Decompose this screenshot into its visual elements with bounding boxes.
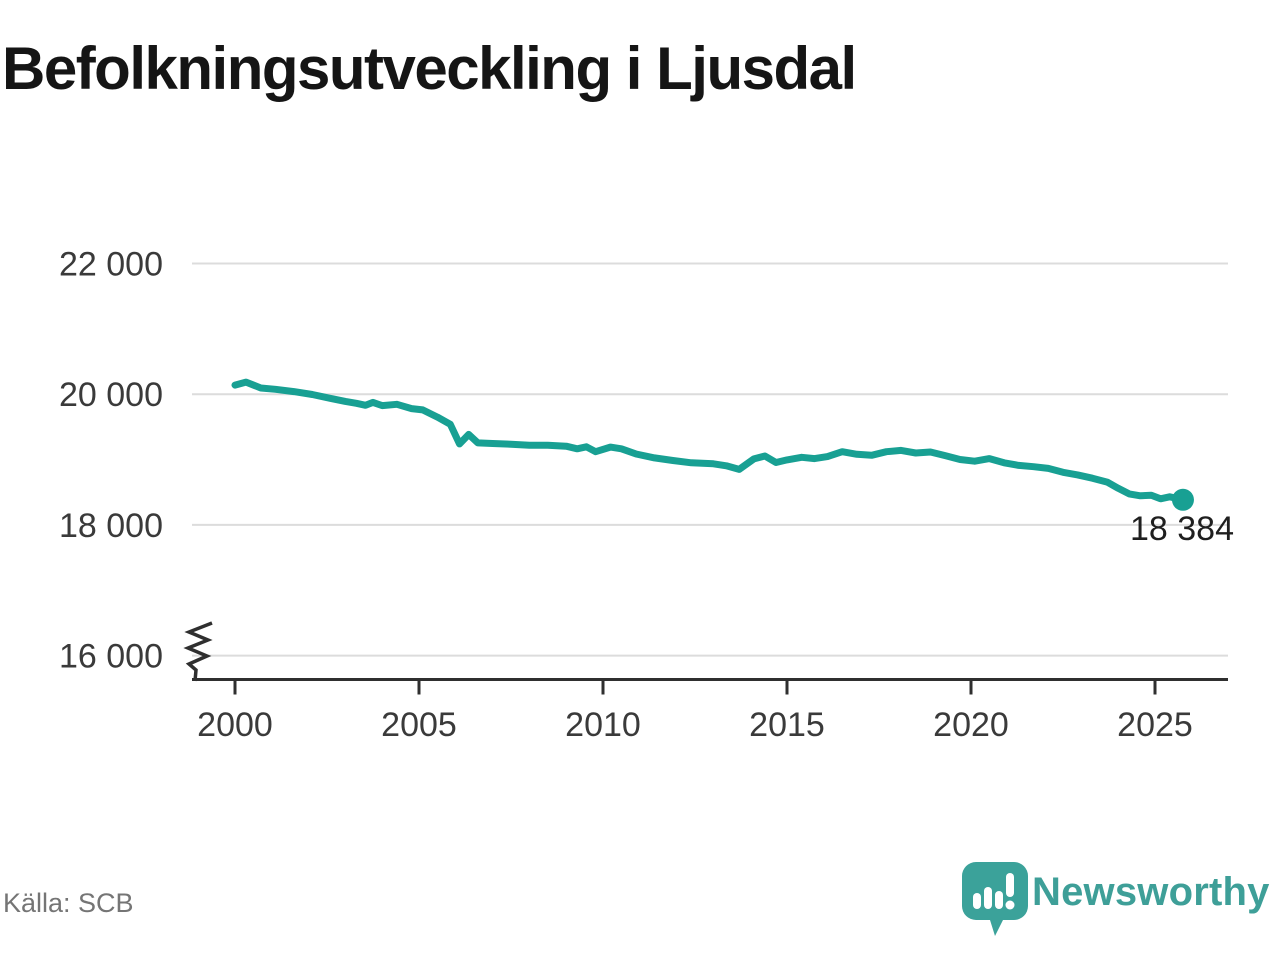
latest-point-marker xyxy=(1171,488,1194,511)
axis-break-icon xyxy=(183,621,213,682)
y-tick-label: 22 000 xyxy=(59,246,163,284)
x-tick-label: 2000 xyxy=(197,706,273,744)
x-tick-label: 2010 xyxy=(565,706,641,744)
source-note: Källa: SCB xyxy=(3,888,134,918)
x-tick-label: 2005 xyxy=(381,706,457,744)
x-tick-label: 2025 xyxy=(1117,706,1193,744)
x-tick-label: 2020 xyxy=(933,706,1009,744)
logo-bar-3 xyxy=(995,891,1003,909)
chart-title: Befolkningsutveckling i Ljusdal xyxy=(2,35,857,102)
logo-exclamation-dot xyxy=(1005,900,1015,910)
latest-value-label: 18 384 xyxy=(1130,510,1234,548)
y-tick-label: 20 000 xyxy=(59,376,163,414)
logo-bar-2 xyxy=(984,887,992,909)
logo-exclamation-stem xyxy=(1006,873,1014,897)
newsworthy-logo: Newsworthy xyxy=(958,856,1278,946)
y-tick-label: 16 000 xyxy=(59,638,163,676)
population-line xyxy=(231,378,1187,504)
newsworthy-speech-bubble-bar-chart-icon xyxy=(962,862,1028,936)
logo-bar-1 xyxy=(973,893,981,909)
x-tick-label: 2015 xyxy=(749,706,825,744)
y-tick-label: 18 000 xyxy=(59,507,163,545)
newsworthy-logo-text: Newsworthy xyxy=(1032,870,1270,914)
